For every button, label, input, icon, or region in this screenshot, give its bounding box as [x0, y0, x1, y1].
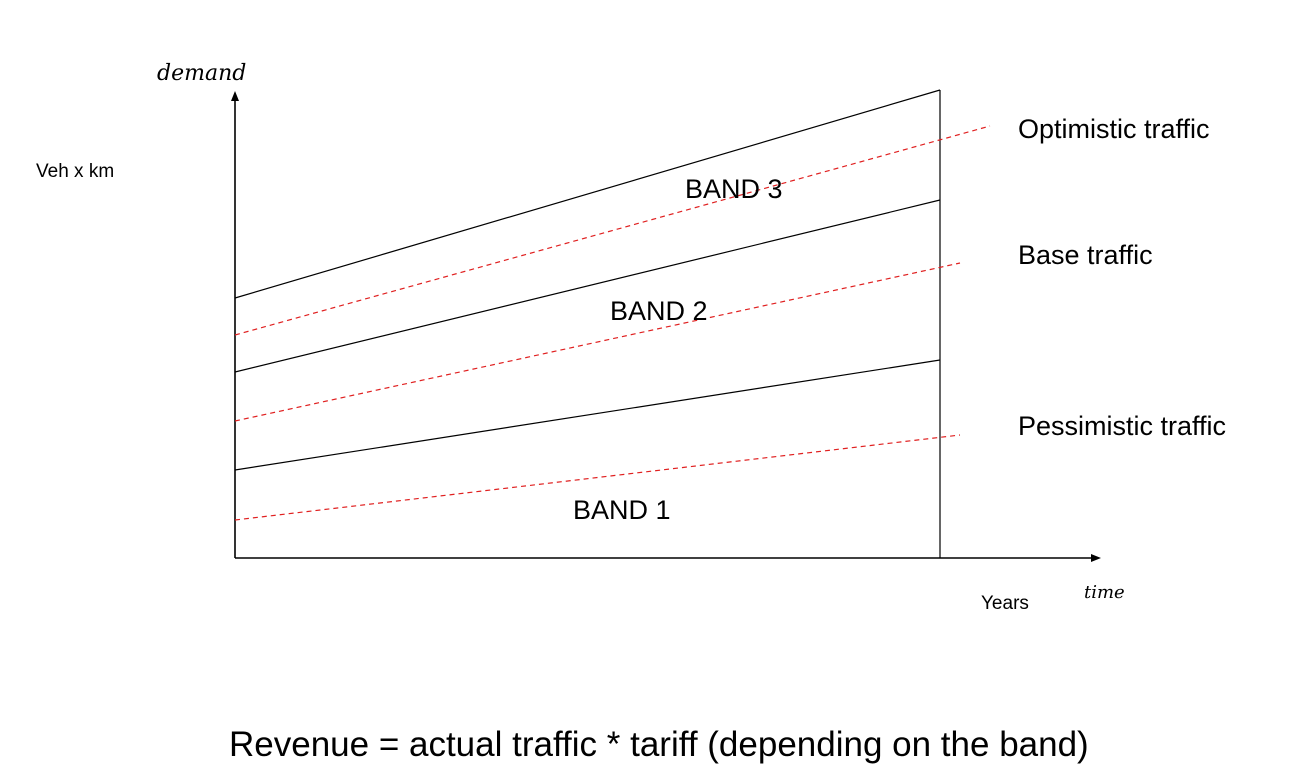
pessimistic-traffic-label: Pessimistic traffic [1018, 411, 1226, 441]
pessimistic-traffic-line [234, 434, 961, 521]
band-threshold-line-2 [234, 199, 941, 373]
x-axis-handwritten-label: time [1084, 582, 1125, 603]
revenue-caption: Revenue = actual traffic * tariff (depen… [229, 725, 1089, 764]
base-traffic-line [234, 262, 961, 422]
band-2-label: BAND 2 [610, 296, 708, 326]
y-axis-label: Veh x km [36, 161, 114, 182]
y-axis-handwritten-label: demand [157, 61, 246, 86]
band-threshold-line-3 [234, 89, 941, 299]
band-threshold-line-1 [234, 359, 941, 471]
band-3-label: BAND 3 [685, 174, 783, 204]
base-traffic-label: Base traffic [1018, 240, 1153, 270]
optimistic-traffic-label: Optimistic traffic [1018, 114, 1210, 144]
x-axis-label: Years [981, 593, 1029, 614]
optimistic-traffic-line [234, 125, 991, 336]
band-1-label: BAND 1 [573, 495, 671, 525]
